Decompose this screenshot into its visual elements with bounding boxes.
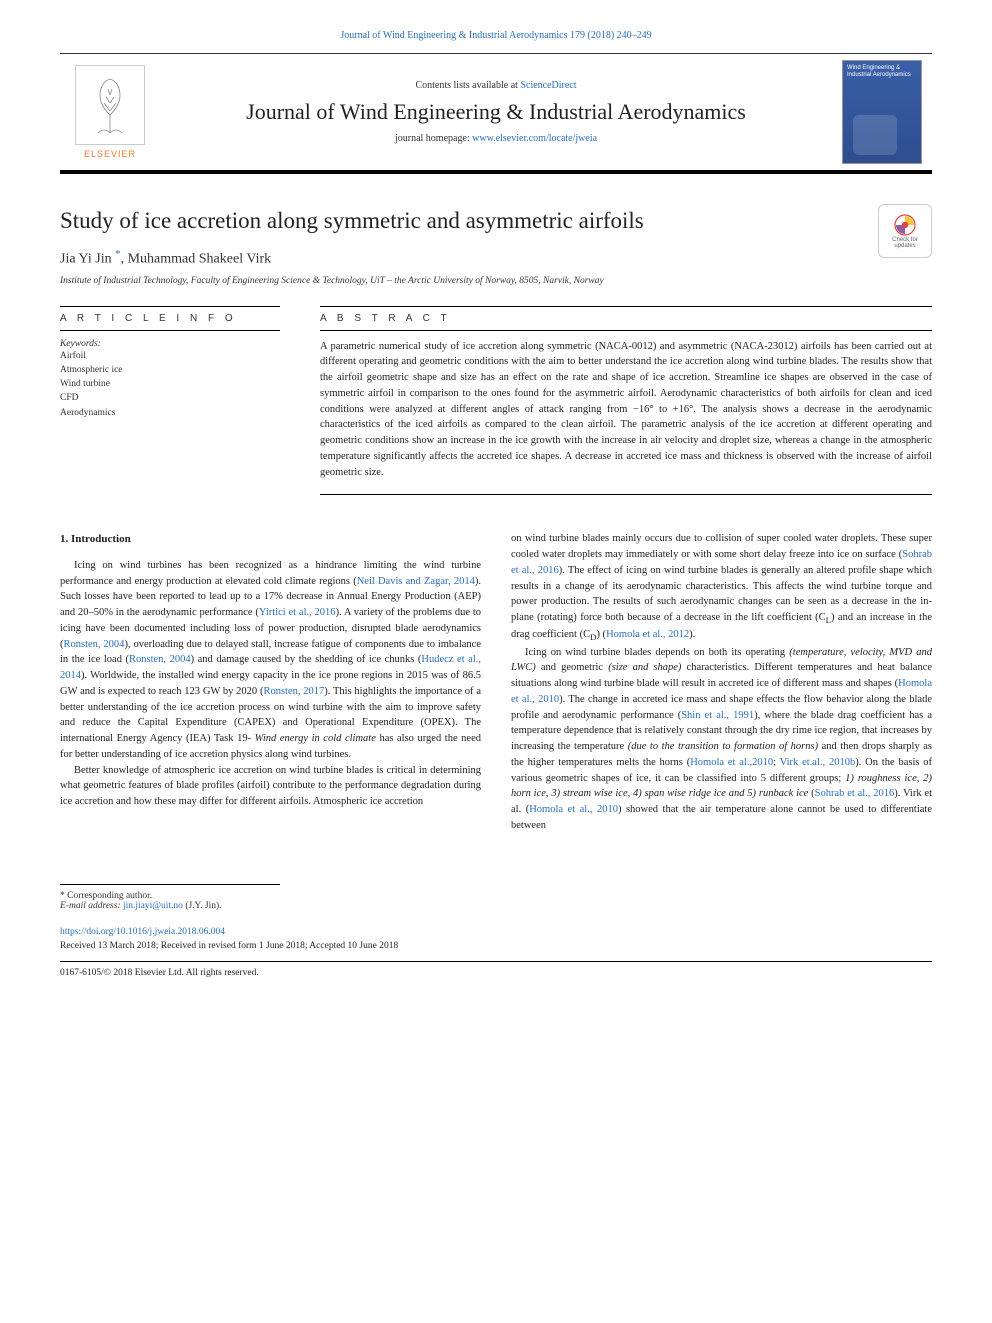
email-link[interactable]: jin.jiayi@uit.no	[123, 901, 183, 911]
running-header: Journal of Wind Engineering & Industrial…	[60, 30, 932, 41]
body-text-italic: (due to the transition to formation of h…	[628, 741, 818, 752]
email-who: (J.Y. Jin).	[183, 901, 222, 911]
email-label: E-mail address:	[60, 901, 123, 911]
body-text: ).	[689, 629, 695, 640]
body-text: ) and damage caused by the shedding of i…	[191, 654, 422, 665]
copyright-line: 0167-6105/© 2018 Elsevier Ltd. All right…	[60, 961, 932, 980]
citation[interactable]: Homola et al.,2010	[690, 757, 773, 768]
keyword: Aerodynamics	[60, 406, 280, 420]
article-title: Study of ice accretion along symmetric a…	[60, 208, 932, 234]
citation[interactable]: Homola et al., 2010	[529, 804, 618, 815]
cover-title: Wind Engineering & Industrial Aerodynami…	[847, 65, 917, 78]
check-updates-icon	[893, 213, 917, 237]
citation[interactable]: Neil Davis and Zagar, 2014	[357, 576, 475, 587]
journal-title: Journal of Wind Engineering & Industrial…	[170, 99, 822, 125]
citation[interactable]: Ronsten, 2004	[64, 639, 125, 650]
keyword: Atmospheric ice	[60, 363, 280, 377]
author-1: Jia Yi Jin	[60, 252, 115, 267]
homepage-link[interactable]: www.elsevier.com/locate/jweia	[472, 133, 597, 144]
abstract-head: A B S T R A C T	[320, 313, 932, 324]
author-2: , Muhammad Shakeel Virk	[121, 252, 272, 267]
article-info-head: A R T I C L E I N F O	[60, 313, 280, 324]
citation[interactable]: Shin et al., 1991	[681, 710, 754, 721]
doi-block: https://doi.org/10.1016/j.jweia.2018.06.…	[60, 925, 932, 981]
publisher-label: ELSEVIER	[84, 149, 136, 159]
contents-text: Contents lists available at	[415, 80, 520, 91]
section-heading-intro: 1. Introduction	[60, 531, 481, 548]
citation[interactable]: Yirtici et al., 2016	[259, 607, 336, 618]
keywords-label: Keywords:	[60, 339, 280, 349]
homepage-label: journal homepage:	[395, 133, 472, 144]
body-text: and geometric	[536, 662, 609, 673]
body-col-left: 1. Introduction Icing on wind turbines h…	[60, 531, 481, 833]
cover-thumb-wrap: Wind Engineering & Industrial Aerodynami…	[832, 54, 932, 170]
citation[interactable]: Ronsten, 2004	[129, 654, 191, 665]
citation[interactable]: Sohrab et al., 2016	[815, 788, 895, 799]
check-for-updates-badge[interactable]: Check for updates	[878, 204, 932, 258]
keywords-list: Airfoil Atmospheric ice Wind turbine CFD…	[60, 349, 280, 420]
corresponding-author-footnote: * Corresponding author.	[60, 891, 280, 901]
body-text: ) (	[596, 629, 606, 640]
abstract-text: A parametric numerical study of ice accr…	[320, 339, 932, 481]
contents-line: Contents lists available at ScienceDirec…	[170, 80, 822, 91]
body-text-italic: (size and shape)	[608, 662, 681, 673]
check-updates-label2: updates	[894, 243, 915, 249]
keyword: CFD	[60, 391, 280, 405]
article-dates: Received 13 March 2018; Received in revi…	[60, 939, 932, 953]
sciencedirect-link[interactable]: ScienceDirect	[520, 80, 576, 91]
body-text: Icing on wind turbine blades depends on …	[525, 647, 789, 658]
masthead: ELSEVIER Contents lists available at Sci…	[60, 53, 932, 174]
doi-link[interactable]: https://doi.org/10.1016/j.jweia.2018.06.…	[60, 927, 225, 937]
footnotes: * Corresponding author. E-mail address: …	[60, 884, 280, 911]
keyword: Airfoil	[60, 349, 280, 363]
body-col-right: on wind turbine blades mainly occurs due…	[511, 531, 932, 833]
journal-cover-thumbnail: Wind Engineering & Industrial Aerodynami…	[842, 60, 922, 164]
publisher-block: ELSEVIER	[60, 54, 160, 170]
elsevier-tree-logo	[75, 65, 145, 145]
body-text: on wind turbine blades mainly occurs due…	[511, 533, 932, 560]
article-info-column: A R T I C L E I N F O Keywords: Airfoil …	[60, 306, 280, 496]
body-text-italic: Wind energy in cold climate	[255, 733, 376, 744]
masthead-center: Contents lists available at ScienceDirec…	[160, 54, 832, 170]
citation[interactable]: Homola et al., 2012	[606, 629, 689, 640]
homepage-line: journal homepage: www.elsevier.com/locat…	[170, 133, 822, 144]
affiliation: Institute of Industrial Technology, Facu…	[60, 276, 932, 286]
keyword: Wind turbine	[60, 377, 280, 391]
abstract-column: A B S T R A C T A parametric numerical s…	[320, 306, 932, 496]
body-paragraph: Better knowledge of atmospheric ice accr…	[60, 763, 481, 810]
citation[interactable]: Ronsten, 2017	[263, 686, 324, 697]
citation[interactable]: Virk et.al., 2010b	[780, 757, 856, 768]
authors-line: Jia Yi Jin *, Muhammad Shakeel Virk	[60, 248, 932, 268]
